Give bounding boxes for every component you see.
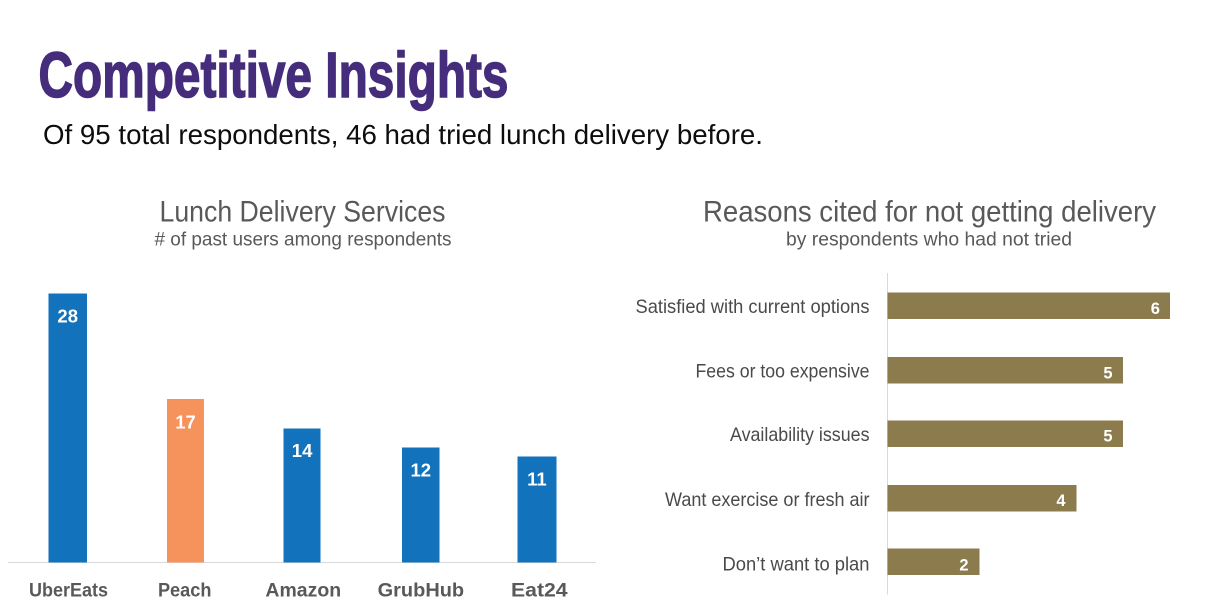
svg-text:Competitive Insights: Competitive Insights [39, 39, 509, 111]
svg-text:Fees or too expensive: Fees or too expensive [696, 360, 870, 382]
svg-text:Amazon: Amazon [265, 581, 341, 602]
svg-text:6: 6 [1151, 300, 1160, 318]
svg-text:Reasons cited for not getting: Reasons cited for not getting delivery [703, 195, 1156, 228]
svg-text:Want exercise or fresh air: Want exercise or fresh air [665, 489, 870, 511]
svg-text:Satisfied with current options: Satisfied with current options [636, 296, 870, 318]
svg-text:28: 28 [57, 306, 78, 327]
svg-text:GrubHub: GrubHub [378, 581, 465, 602]
svg-text:11: 11 [527, 469, 547, 490]
svg-text:Peach: Peach [158, 581, 212, 602]
svg-text:# of past users among responde: # of past users among respondents [155, 229, 452, 251]
svg-text:Of 95 total respondents, 46 ha: Of 95 total respondents, 46 had tried lu… [43, 119, 763, 150]
svg-text:by respondents who had not tri: by respondents who had not tried [786, 229, 1072, 251]
svg-text:12: 12 [411, 460, 432, 481]
svg-text:5: 5 [1103, 365, 1112, 383]
svg-text:17: 17 [175, 412, 196, 433]
svg-text:Lunch Delivery Services: Lunch Delivery Services [160, 195, 446, 228]
svg-text:14: 14 [292, 440, 313, 461]
svg-text:Don’t want to plan: Don’t want to plan [723, 553, 870, 575]
svg-text:UberEats: UberEats [29, 581, 108, 602]
svg-text:Eat24: Eat24 [511, 581, 568, 602]
svg-text:2: 2 [959, 556, 968, 574]
svg-text:4: 4 [1056, 492, 1066, 510]
svg-text:Availability issues: Availability issues [730, 424, 870, 446]
svg-text:5: 5 [1103, 428, 1112, 446]
